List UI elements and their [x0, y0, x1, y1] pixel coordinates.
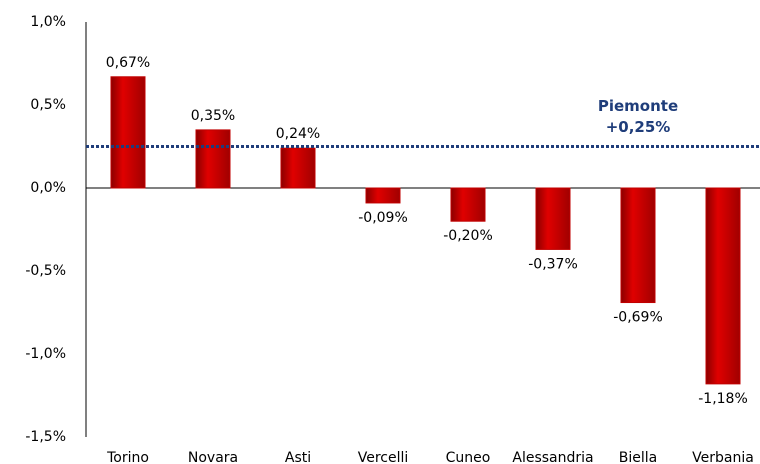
y-tick-label: 0,0%	[30, 180, 66, 196]
y-tick-label: 0,5%	[30, 97, 66, 113]
reference-label: +0,25%	[606, 118, 671, 136]
bar	[280, 147, 316, 189]
value-label: 0,24%	[276, 126, 320, 142]
value-label: 0,35%	[191, 108, 235, 124]
x-tick-label: Verbania	[692, 450, 754, 464]
x-tick-label: Vercelli	[358, 450, 409, 464]
y-tick-label: 1,0%	[30, 14, 66, 30]
value-label: -0,09%	[358, 210, 408, 226]
x-tick-label: Cuneo	[446, 450, 491, 464]
y-tick-label: -1,0%	[25, 346, 66, 362]
bar	[110, 76, 146, 189]
bar	[365, 187, 401, 204]
x-tick-label: Asti	[285, 450, 311, 464]
value-label: -1,18%	[698, 391, 748, 407]
bar	[195, 129, 231, 189]
x-tick-label: Alessandria	[512, 450, 593, 464]
value-label: -0,37%	[528, 256, 578, 272]
value-label: 0,67%	[106, 55, 150, 71]
reference-name: Piemonte	[598, 97, 678, 115]
bar	[450, 187, 486, 222]
y-tick-label: -1,5%	[25, 429, 66, 445]
x-tick-label: Biella	[619, 450, 657, 464]
bar	[535, 187, 571, 250]
bar	[620, 187, 656, 304]
x-tick-label: Novara	[188, 450, 238, 464]
y-tick-label: -0,5%	[25, 263, 66, 279]
value-label: -0,69%	[613, 310, 663, 326]
x-tick-label: Torino	[106, 450, 149, 464]
value-label: -0,20%	[443, 228, 493, 244]
bar	[705, 187, 741, 385]
